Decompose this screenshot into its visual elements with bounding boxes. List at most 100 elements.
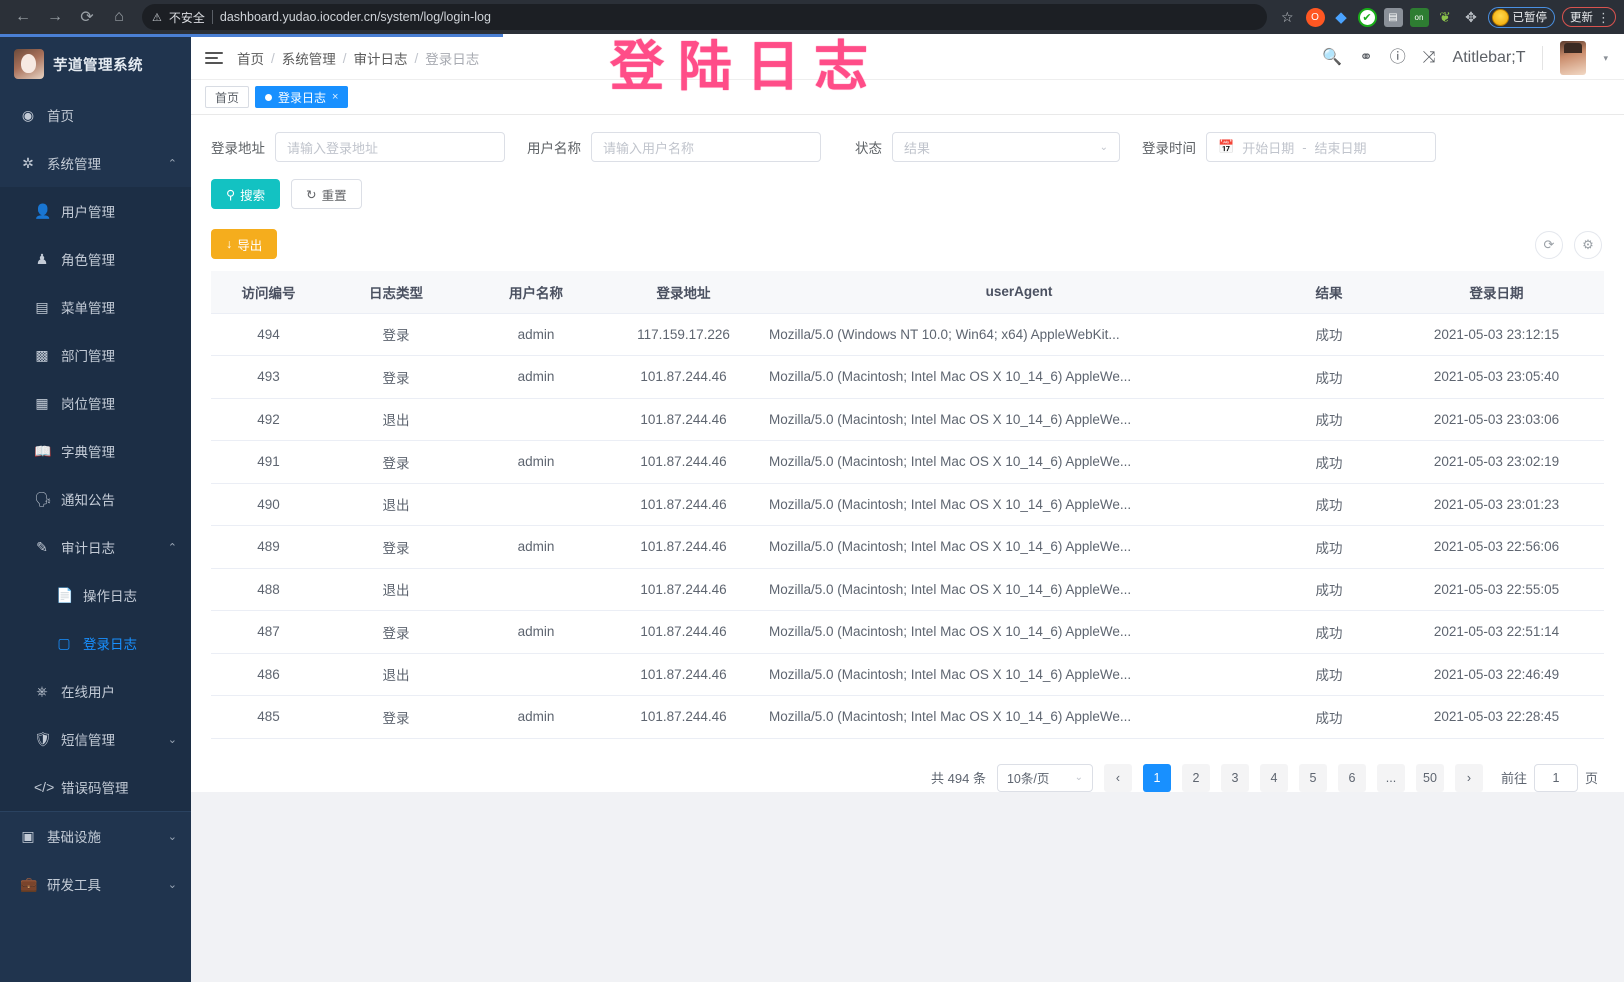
- kebab-menu-icon[interactable]: ⋮: [1597, 9, 1611, 25]
- tab-home[interactable]: 首页: [205, 86, 250, 108]
- table-row[interactable]: 491 登录 admin 101.87.244.46 Mozilla/5.0 (Maci…: [211, 440, 1604, 484]
- sidebar-item-sms-mgmt[interactable]: 🛡 短信管理 ⌄: [0, 715, 191, 763]
- sidebar-item-error-code[interactable]: </> 错误码管理: [0, 763, 191, 811]
- cell-useragent: Mozilla/5.0 (Macintosh; Intel Mac OS X 1…: [761, 483, 1269, 526]
- avatar[interactable]: [1560, 41, 1587, 75]
- th-ip[interactable]: 登录地址: [606, 271, 761, 314]
- back-icon[interactable]: ←: [15, 8, 31, 25]
- cell-id: 490: [211, 483, 326, 526]
- chevron-down-icon[interactable]: ▾: [1603, 52, 1608, 63]
- page-button-6[interactable]: 6: [1337, 763, 1366, 792]
- cell-ip: 117.159.17.226: [606, 313, 761, 356]
- url-text: dashboard.yudao.iocoder.cn/system/log/lo…: [219, 10, 491, 24]
- clipboard-icon[interactable]: ▤: [1383, 7, 1403, 27]
- sidebar-item-operation-log[interactable]: 📄 操作日志: [0, 571, 191, 619]
- prev-page-button[interactable]: ‹: [1103, 763, 1132, 792]
- table-row[interactable]: 493 登录 admin 101.87.244.46 Mozilla/5.0 (Maci…: [211, 355, 1604, 399]
- cell-id: 489: [211, 525, 326, 569]
- username-input[interactable]: 请输入用户名称: [591, 132, 821, 162]
- reset-button[interactable]: ↻ 重置: [291, 179, 362, 209]
- sidebar-item-dev-tools[interactable]: 💼 研发工具 ⌄: [0, 860, 191, 908]
- breadcrumb-item-home[interactable]: 首页: [237, 52, 264, 67]
- sidebar-item-infra[interactable]: ▣ 基础设施 ⌄: [0, 812, 191, 860]
- filter-label: 登录地址: [211, 141, 265, 156]
- sidebar-item-label: 首页: [47, 109, 74, 124]
- fullscreen-icon[interactable]: ⤨: [1422, 49, 1436, 66]
- sidebar-item-system[interactable]: ✲ 系统管理 ⌃: [0, 139, 191, 187]
- page-button-50[interactable]: 50: [1415, 763, 1444, 792]
- cell-useragent: Mozilla/5.0 (Macintosh; Intel Mac OS X 1…: [761, 355, 1269, 399]
- th-useragent[interactable]: userAgent: [761, 271, 1269, 314]
- th-result[interactable]: 结果: [1269, 271, 1389, 314]
- th-id[interactable]: 访问编号: [211, 271, 326, 314]
- puzzle-icon[interactable]: ✥: [1465, 8, 1477, 25]
- close-icon[interactable]: ×: [332, 91, 339, 103]
- brand[interactable]: 芋道管理系统: [0, 37, 191, 91]
- chevron-down-icon: ⌄: [1099, 141, 1108, 153]
- sidebar-item-audit-log[interactable]: ✎ 审计日志 ⌃: [0, 523, 191, 571]
- table-row[interactable]: 485 登录 admin 101.87.244.46 Mozilla/5.0 (Maci…: [211, 695, 1604, 739]
- login-time-range-picker[interactable]: 📅 开始日期 - 结束日期: [1206, 132, 1436, 162]
- jump-prefix-label: 前往: [1500, 771, 1527, 786]
- page-button-2[interactable]: 2: [1181, 763, 1210, 792]
- page-button-3[interactable]: 3: [1220, 763, 1249, 792]
- cell-useragent: Mozilla/5.0 (Macintosh; Intel Mac OS X 1…: [761, 525, 1269, 569]
- breadcrumb-item-audit[interactable]: 审计日志: [353, 52, 408, 67]
- sidebar-item-dict-mgmt[interactable]: 📖 字典管理: [0, 427, 191, 475]
- page-button-4[interactable]: 4: [1259, 763, 1288, 792]
- sidebar-item-home[interactable]: ◉ 首页: [0, 91, 191, 139]
- page-size-select[interactable]: 10条/页 ⌄: [996, 763, 1093, 792]
- table-row[interactable]: 486 退出 101.87.244.46 Mozilla/5.0 (Macintosh…: [211, 653, 1604, 696]
- translate-on-icon[interactable]: on: [1409, 7, 1429, 27]
- help-icon[interactable]: ⓘ: [1389, 49, 1406, 66]
- sidebar-item-user-mgmt[interactable]: 👤 用户管理: [0, 187, 191, 235]
- sidebar-item-notice[interactable]: 🗣 通知公告: [0, 475, 191, 523]
- sidebar-item-menu-mgmt[interactable]: ▤ 菜单管理: [0, 283, 191, 331]
- table-row[interactable]: 488 退出 101.87.244.46 Mozilla/5.0 (Macintosh…: [211, 568, 1604, 611]
- page-ellipsis[interactable]: ...: [1376, 763, 1405, 792]
- sidebar-item-online-users[interactable]: ⎈ 在线用户: [0, 667, 191, 715]
- table-row[interactable]: 490 退出 101.87.244.46 Mozilla/5.0 (Macintosh…: [211, 483, 1604, 526]
- sidebar-item-label: 角色管理: [61, 253, 115, 268]
- table-row[interactable]: 489 登录 admin 101.87.244.46 Mozilla/5.0 (Maci…: [211, 525, 1604, 569]
- home-icon[interactable]: ⌂: [114, 8, 124, 25]
- opera-icon[interactable]: O: [1305, 7, 1325, 27]
- sidebar-item-login-log[interactable]: ▢ 登录日志: [0, 619, 191, 667]
- hamburger-icon[interactable]: [205, 52, 223, 64]
- star-icon[interactable]: ☆: [1280, 8, 1294, 25]
- github-icon[interactable]: ⚭: [1359, 49, 1373, 66]
- sidebar-item-dept-mgmt[interactable]: ▩ 部门管理: [0, 331, 191, 379]
- status-select[interactable]: 结果 ⌄: [892, 132, 1120, 162]
- search-button[interactable]: ⚲ 搜索: [211, 179, 281, 209]
- columns-settings-icon[interactable]: ⚙: [1574, 231, 1602, 259]
- toolbox-icon: 💼: [20, 876, 38, 892]
- update-pill[interactable]: 更新 ⋮: [1562, 7, 1616, 27]
- search-icon[interactable]: 🔍: [1322, 49, 1343, 66]
- th-type[interactable]: 日志类型: [326, 271, 466, 314]
- reload-icon[interactable]: ⟳: [80, 9, 94, 26]
- tab-login-log[interactable]: 登录日志 ×: [255, 86, 349, 108]
- login-addr-input[interactable]: 请输入登录地址: [275, 132, 505, 162]
- cell-id: 485: [211, 695, 326, 739]
- th-date[interactable]: 登录日期: [1389, 271, 1604, 314]
- next-page-button[interactable]: ›: [1454, 763, 1483, 792]
- th-user[interactable]: 用户名称: [466, 271, 606, 314]
- table-row[interactable]: 494 登录 admin 117.159.17.226 Mozilla/5.0 (Win…: [211, 313, 1604, 356]
- leaf-icon[interactable]: ❦: [1439, 8, 1451, 25]
- sidebar-item-role-mgmt[interactable]: ♟ 角色管理: [0, 235, 191, 283]
- table-row[interactable]: 487 登录 admin 101.87.244.46 Mozilla/5.0 (Maci…: [211, 610, 1604, 654]
- table-row[interactable]: 492 退出 101.87.244.46 Mozilla/5.0 (Macintosh…: [211, 398, 1604, 441]
- forward-icon[interactable]: →: [47, 8, 63, 25]
- paused-pill[interactable]: 已暂停: [1487, 6, 1555, 28]
- address-bar[interactable]: ⚠ 不安全 dashboard.yudao.iocoder.cn/system/…: [142, 4, 1267, 30]
- page-button-5[interactable]: 5: [1298, 763, 1327, 792]
- sidebar-item-post-mgmt[interactable]: ▦ 岗位管理: [0, 379, 191, 427]
- wechat-icon[interactable]: ✔: [1357, 7, 1377, 27]
- page-button-1[interactable]: 1: [1142, 763, 1171, 792]
- export-button[interactable]: ↓ 导出: [211, 229, 278, 259]
- font-size-icon[interactable]: Atitlebar;T: [1452, 49, 1526, 66]
- diamond-icon[interactable]: ◆: [1335, 9, 1347, 26]
- jump-page-input[interactable]: 1: [1533, 763, 1578, 792]
- refresh-circle-icon[interactable]: ⟳: [1535, 231, 1563, 259]
- breadcrumb-item-system[interactable]: 系统管理: [281, 52, 336, 67]
